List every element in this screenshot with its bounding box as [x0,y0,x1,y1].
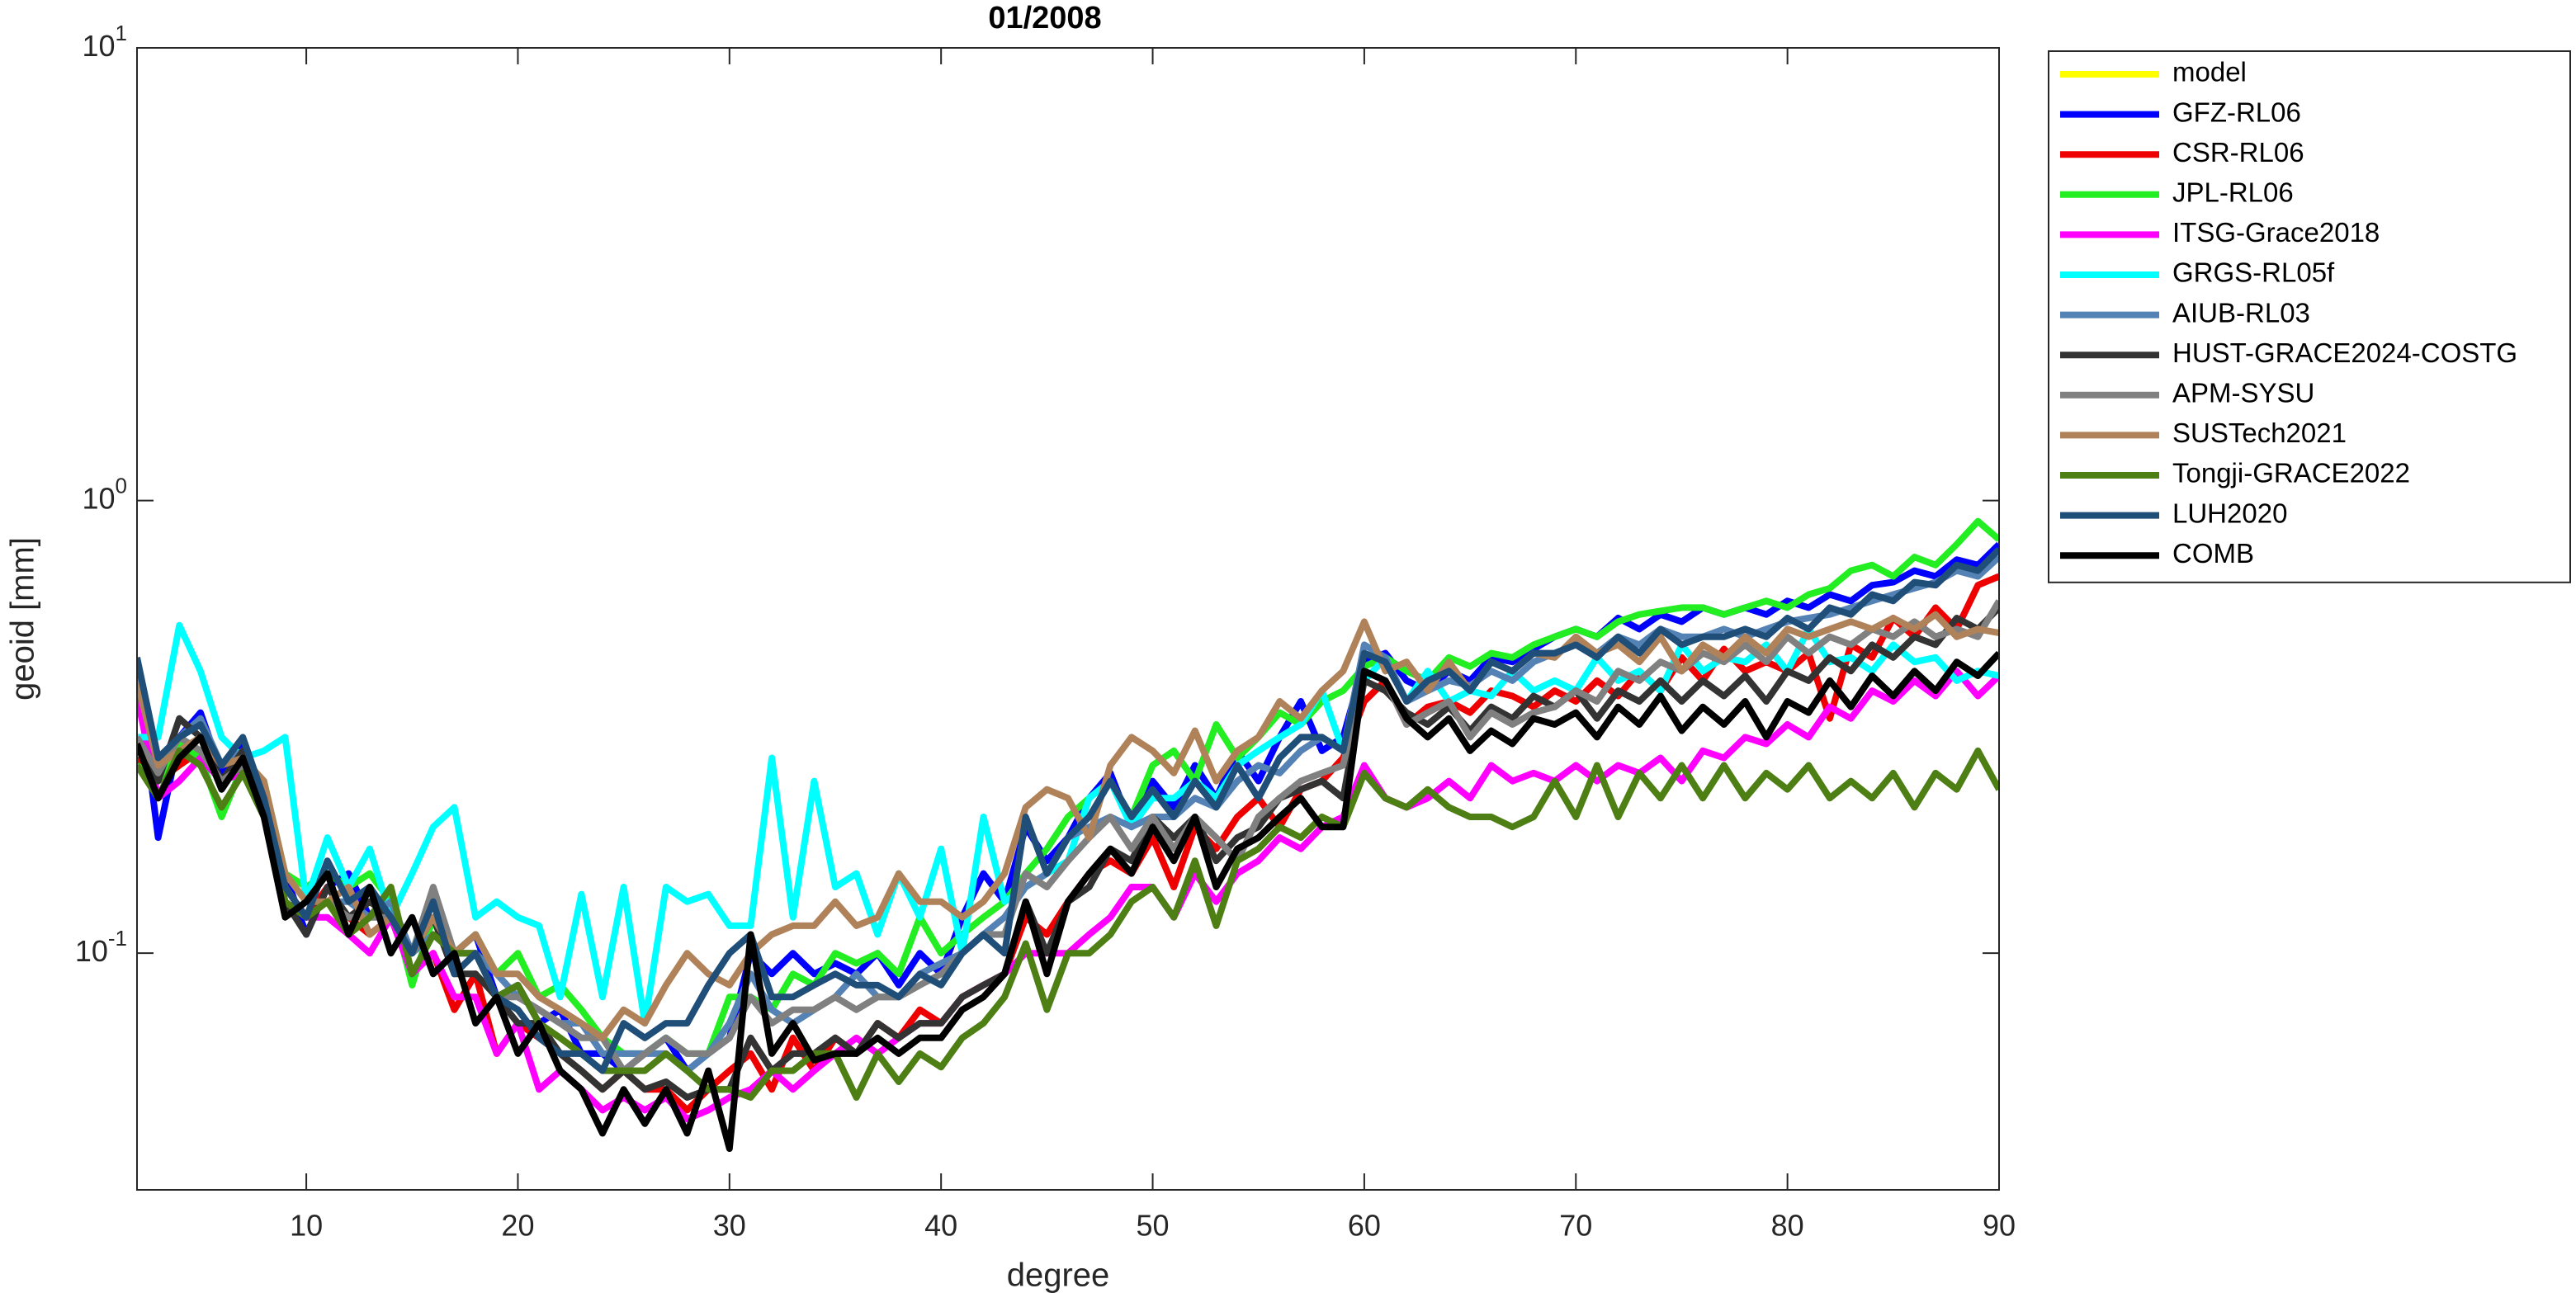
y-tick-label: 10-1 [75,926,127,968]
legend-label: HUST-GRACE2024-COSTG [2172,337,2517,368]
x-axis-label: degree [1007,1258,1110,1293]
x-tick-label: 70 [1559,1209,1592,1243]
legend-label: APM-SYSU [2172,378,2314,408]
x-tick-label: 90 [1983,1209,2016,1243]
legend-label: GFZ-RL06 [2172,97,2301,127]
x-tick-label: 30 [713,1209,746,1243]
x-tick-label: 80 [1771,1209,1804,1243]
y-axis-label: geoid [mm] [5,537,41,701]
plot-area [137,48,1999,1190]
legend-label: Tongji-GRACE2022 [2172,458,2410,488]
plot-lines [137,517,1999,1152]
series-line [137,650,1999,1152]
plot-frame [136,47,2000,1191]
x-tick-label: 60 [1348,1209,1381,1243]
chart-title: 01/2008 [988,1,1101,35]
legend-label: GRGS-RL05f [2172,257,2335,288]
legend-label: CSR-RL06 [2172,137,2304,168]
x-tick-label: 10 [290,1209,323,1243]
y-tick-label: 100 [82,473,127,515]
legend-label: COMB [2172,538,2254,569]
x-tick-label: 40 [924,1209,957,1243]
legend-label: JPL-RL06 [2172,177,2294,208]
legend-label: SUSTech2021 [2172,418,2347,448]
legend-label: ITSG-Grace2018 [2172,217,2380,248]
legend-label: model [2172,57,2247,87]
series-line [137,546,1999,1074]
legend-label: AIUB-RL03 [2172,297,2310,328]
y-tick-label: 101 [82,21,127,63]
legend-label: LUH2020 [2172,498,2287,528]
x-tick-label: 50 [1137,1209,1170,1243]
x-tick-label: 20 [501,1209,534,1243]
